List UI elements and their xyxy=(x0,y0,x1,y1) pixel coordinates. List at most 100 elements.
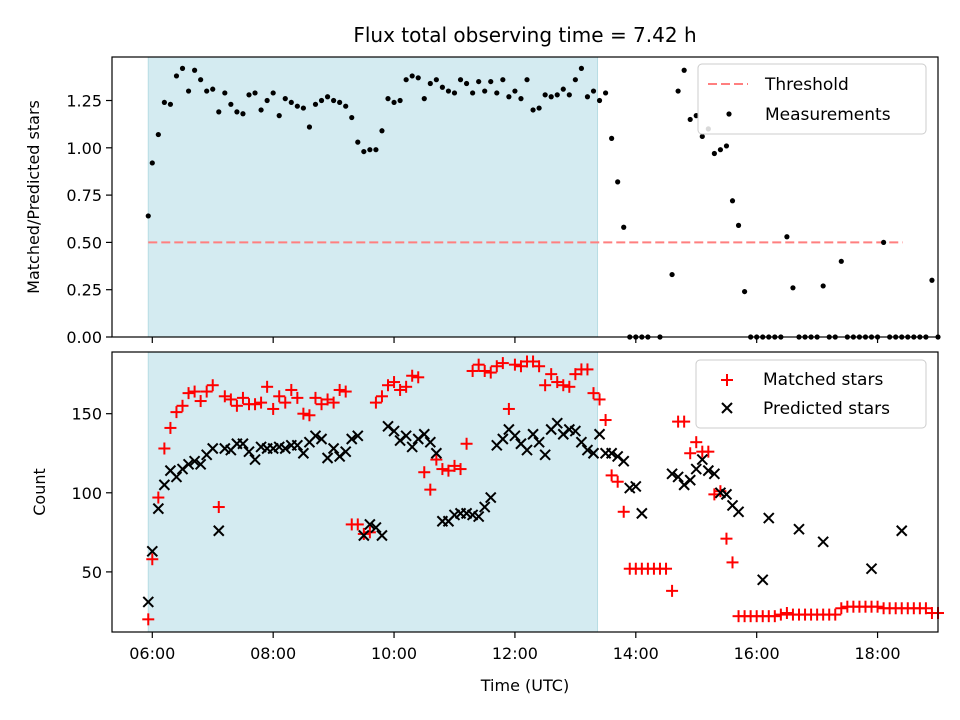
x-tick-label-4: 14:00 xyxy=(613,644,659,663)
measurement-point-35 xyxy=(355,139,361,145)
matched-star-point-18 xyxy=(249,398,262,411)
measurement-point-56 xyxy=(482,88,488,94)
predicted-star-point-100 xyxy=(896,525,908,537)
predicted-star-point-39 xyxy=(376,529,388,542)
matched-star-point-104 xyxy=(768,610,781,623)
predicted-star-point-41 xyxy=(388,425,400,437)
matched-star-point-19 xyxy=(255,396,268,409)
measurement-point-73 xyxy=(584,94,591,100)
measurement-point-68 xyxy=(554,92,560,98)
matched-star-point-74 xyxy=(587,387,600,400)
matched-star-point-41 xyxy=(388,376,401,389)
bottom-y-tick-label-2: 150 xyxy=(71,405,102,424)
predicted-star-point-2 xyxy=(152,502,165,515)
predicted-star-point-75 xyxy=(593,428,606,440)
matched-star-point-54 xyxy=(466,364,479,377)
measurement-point-33 xyxy=(343,103,349,109)
measurement-point-95 xyxy=(729,198,736,204)
measurement-point-61 xyxy=(512,88,518,94)
measurement-point-78 xyxy=(615,179,621,185)
measurement-point-60 xyxy=(506,94,512,100)
predicted-star-point-25 xyxy=(291,439,304,452)
predicted-star-point-95 xyxy=(757,574,769,586)
measurement-point-7 xyxy=(185,88,192,94)
matched-star-point-77 xyxy=(605,469,618,482)
predicted-star-point-56 xyxy=(479,501,491,513)
measurement-point-52 xyxy=(457,77,464,83)
matched-star-point-70 xyxy=(563,380,576,393)
matched-star-point-44 xyxy=(406,369,419,382)
predicted-star-point-47 xyxy=(424,436,437,448)
matched-star-point-55 xyxy=(472,358,485,371)
measurement-point-14 xyxy=(228,101,234,107)
matched-star-point-0 xyxy=(142,613,155,626)
matched-star-point-66 xyxy=(539,379,552,392)
matched-star-point-27 xyxy=(303,409,316,422)
predicted-star-point-44 xyxy=(406,441,418,453)
predicted-star-point-12 xyxy=(213,525,225,537)
measurement-point-19 xyxy=(258,107,264,113)
matched-star-point-56 xyxy=(478,364,491,377)
matched-star-point-36 xyxy=(357,527,370,540)
matched-star-point-114 xyxy=(829,608,842,621)
matched-star-point-78 xyxy=(611,475,624,488)
matched-star-point-50 xyxy=(442,464,455,477)
matched-star-point-23 xyxy=(279,396,292,409)
measurement-point-66 xyxy=(542,92,548,98)
top-y-axis-label: Matched/Predicted stars xyxy=(24,100,43,294)
matched-star-point-121 xyxy=(871,600,884,613)
bottom-x-ticks: 06:00 08:00 10:00 12:00 14:00 16:00 18:00 xyxy=(129,632,901,663)
predicted-star-point-1 xyxy=(146,545,158,558)
matched-star-point-39 xyxy=(375,390,388,403)
predicted-star-point-87 xyxy=(690,463,702,475)
predicted-star-point-7 xyxy=(182,458,195,471)
matched-star-point-67 xyxy=(545,368,558,381)
predicted-star-point-81 xyxy=(630,480,642,493)
measurement-point-3 xyxy=(161,99,167,106)
predicted-star-point-63 xyxy=(521,444,533,456)
measurement-point-72 xyxy=(578,65,585,71)
measurement-point-79 xyxy=(621,224,627,230)
matched-star-point-25 xyxy=(291,391,304,404)
matched-star-point-73 xyxy=(581,363,594,376)
matched-star-point-3 xyxy=(158,442,171,455)
matched-star-point-106 xyxy=(780,607,793,620)
predicted-star-point-96 xyxy=(763,512,775,524)
bottom-legend-box xyxy=(695,359,927,429)
matched-star-point-16 xyxy=(236,391,249,404)
legend-measurements-label: Measurements xyxy=(765,105,891,125)
predicted-star-point-9 xyxy=(194,458,207,471)
measurement-point-75 xyxy=(596,97,603,104)
measurement-point-120 xyxy=(881,239,887,246)
matched-star-point-69 xyxy=(557,379,570,392)
bottom-y-ticks: 50 100 150 xyxy=(71,405,112,582)
measurement-point-55 xyxy=(476,78,482,85)
measurement-point-4 xyxy=(167,101,174,107)
matched-star-point-76 xyxy=(599,414,612,427)
measurement-point-97 xyxy=(741,288,748,295)
measurement-point-43 xyxy=(403,77,409,83)
measurement-point-50 xyxy=(445,88,452,94)
matched-star-point-75 xyxy=(593,393,606,406)
measurement-point-21 xyxy=(270,90,276,96)
top-panel: 0.00 0.25 0.50 0.75 1.00 1.25 Matched/Predict… xyxy=(24,56,941,347)
predicted-star-point-97 xyxy=(793,523,805,535)
matched-star-point-57 xyxy=(484,366,497,379)
matched-star-point-47 xyxy=(424,483,437,496)
matched-star-point-86 xyxy=(660,562,673,575)
matched-star-point-12 xyxy=(212,501,225,514)
matched-star-point-11 xyxy=(206,379,219,392)
matched-star-point-14 xyxy=(224,393,237,406)
measurement-point-6 xyxy=(179,65,186,71)
matched-star-point-20 xyxy=(261,380,274,393)
measurement-point-47 xyxy=(427,80,433,87)
measurement-point-48 xyxy=(433,77,439,83)
bottom-shaded-span xyxy=(147,351,599,633)
matched-star-point-48 xyxy=(430,453,443,466)
measurement-point-34 xyxy=(349,114,355,121)
measurement-point-38 xyxy=(373,147,379,153)
matched-star-point-96 xyxy=(720,532,733,545)
predicted-star-point-74 xyxy=(587,447,600,459)
measurement-point-74 xyxy=(590,88,597,94)
top-y-tick-label-0: 0.00 xyxy=(66,328,102,347)
